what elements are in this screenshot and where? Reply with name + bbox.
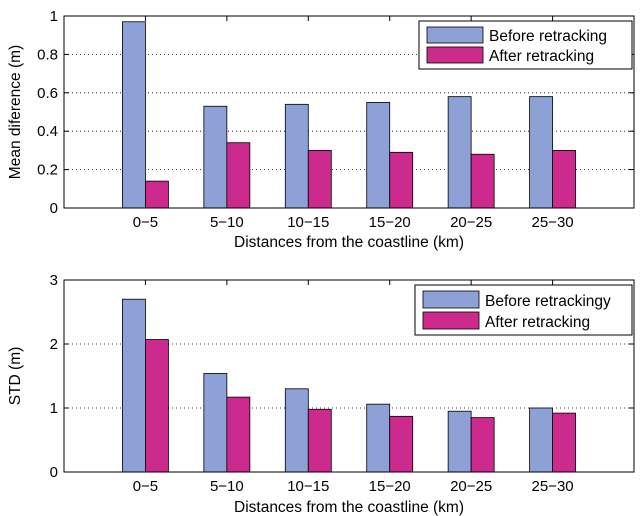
bar-after-6 — [552, 412, 576, 473]
legend-swatch-before — [426, 26, 484, 44]
y-tick-label: 0.2 — [37, 162, 58, 179]
legend-label-after: After retracking — [489, 48, 594, 65]
legend-label-before: Before retrackingy — [485, 293, 611, 310]
y-tick-label: 0.4 — [37, 123, 58, 140]
axes-frame — [63, 15, 635, 209]
legend: Before retracking After retracking — [418, 20, 633, 70]
y-tick-label: 0 — [50, 200, 58, 217]
x-tick-label: 25−30 — [532, 478, 574, 495]
legend-swatch-before — [422, 290, 480, 309]
x-tick-label: 25−30 — [532, 214, 574, 231]
bar-after-3 — [307, 149, 332, 209]
x-tick-label: 10−15 — [287, 478, 329, 495]
y-axis-label: Mean diference (m) — [7, 45, 24, 179]
bar-after-2 — [226, 142, 251, 209]
x-axis-label: Distances from the coastline (km) — [234, 234, 464, 251]
bar-before-5 — [447, 410, 472, 473]
bar-after-4 — [389, 415, 414, 473]
x-tick-label: 0−5 — [133, 214, 158, 231]
legend: Before retrackingy After retracking — [414, 284, 633, 336]
legend-label-after: After retracking — [485, 314, 590, 331]
x-tick-label: 15−20 — [369, 478, 411, 495]
bar-before-3 — [284, 103, 309, 209]
bar-after-5 — [470, 153, 495, 209]
bar-after-4 — [389, 151, 414, 209]
bar-after-1 — [145, 339, 169, 473]
bar-after-2 — [226, 396, 251, 473]
x-axis-label: Distances from the coastline (km) — [234, 499, 464, 516]
x-tick-label: 20−25 — [450, 478, 492, 495]
y-tick-label: 2 — [50, 336, 58, 353]
axes-frame — [63, 279, 635, 473]
bar-before-6 — [529, 407, 553, 473]
y-tick-label: 0 — [50, 464, 58, 481]
bar-before-4 — [366, 403, 391, 473]
x-tick-label: 5−10 — [210, 214, 244, 231]
x-tick-label: 20−25 — [450, 214, 492, 231]
x-tick-label: 10−15 — [287, 214, 329, 231]
bar-before-2 — [203, 105, 228, 209]
bar-after-6 — [552, 149, 576, 209]
bar-before-3 — [284, 388, 309, 473]
x-tick-label: 15−20 — [369, 214, 411, 231]
bar-before-4 — [366, 102, 391, 209]
x-tick-label: 0−5 — [133, 478, 158, 495]
chart-panel-2: 0 1 2 3 0−5 5−10 10−15 15−20 20−25 25−30 Distances… — [7, 272, 635, 516]
bar-after-1 — [145, 180, 169, 209]
bar-before-1 — [122, 298, 146, 473]
y-tick-label: 1 — [50, 8, 58, 25]
x-tick-label: 5−10 — [210, 478, 244, 495]
bar-before-6 — [529, 96, 553, 209]
bar-before-5 — [447, 96, 472, 209]
bar-before-1 — [122, 21, 146, 209]
legend-swatch-after — [426, 46, 484, 64]
bar-before-2 — [203, 373, 228, 473]
y-tick-label: 3 — [50, 272, 58, 289]
chart-panel-1: 0 0.2 0.4 0.6 0.8 1 0−5 5−10 10−15 15−20 20−25 25−3… — [7, 8, 635, 251]
y-tick-label: 0.8 — [37, 46, 58, 63]
y-axis-label: STD (m) — [7, 347, 24, 406]
legend-swatch-after — [422, 311, 480, 330]
bar-after-5 — [470, 417, 495, 473]
y-tick-label: 0.6 — [37, 85, 58, 102]
bar-after-3 — [307, 408, 332, 473]
legend-label-before: Before retracking — [489, 28, 607, 45]
y-tick-label: 1 — [50, 400, 58, 417]
